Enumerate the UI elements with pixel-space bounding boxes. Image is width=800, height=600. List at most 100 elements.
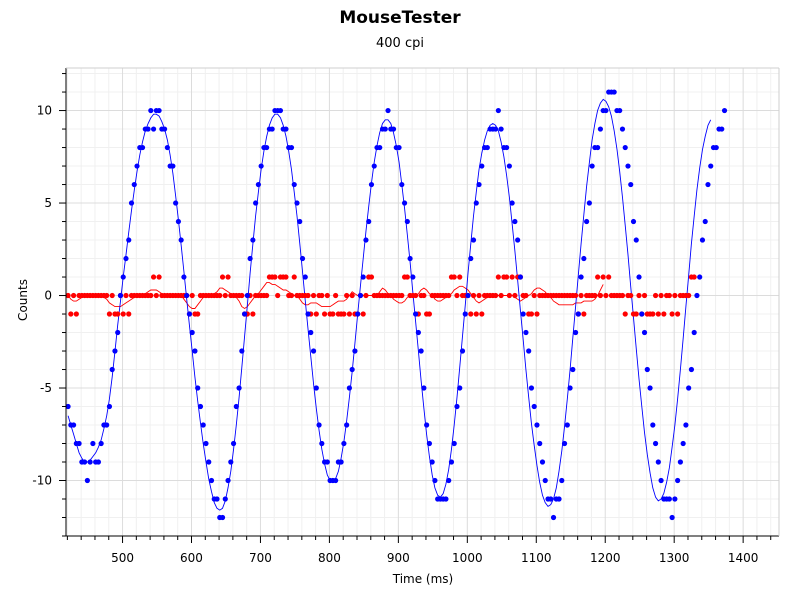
y-counts-point	[225, 274, 231, 280]
y-counts-point	[636, 292, 642, 299]
y-counts-point	[578, 292, 584, 299]
x-counts-point	[473, 200, 479, 206]
y-counts-point	[217, 292, 223, 299]
y-tick-label: 0	[44, 289, 52, 303]
x-counts-point	[189, 329, 195, 336]
x-counts-point	[415, 329, 421, 336]
x-counts-point	[633, 237, 639, 243]
x-counts-point	[76, 440, 82, 447]
x-counts-point	[291, 181, 297, 188]
x-counts-point	[173, 200, 179, 206]
x-counts-point	[647, 385, 653, 391]
x-counts-point	[200, 422, 206, 428]
x-counts-point	[523, 329, 529, 336]
x-counts-point	[104, 422, 110, 428]
x-counts-point	[498, 126, 504, 132]
x-counts-point	[324, 459, 330, 465]
x-counts-point	[244, 292, 250, 299]
x-counts-point	[702, 218, 708, 225]
x-counts-point	[446, 477, 452, 484]
x-counts-point	[288, 144, 295, 151]
x-counts-point	[178, 237, 184, 243]
x-counts-point	[677, 459, 683, 465]
y-counts-point	[534, 311, 540, 317]
y-counts-point	[283, 274, 289, 280]
x-counts-point	[413, 311, 419, 317]
x-counts-point	[650, 422, 656, 428]
x-counts-point	[556, 496, 562, 502]
x-counts-point	[688, 366, 695, 373]
x-counts-point	[377, 144, 383, 151]
x-counts-point	[98, 440, 104, 447]
x-counts-point	[181, 274, 187, 280]
y-counts-point	[319, 292, 325, 299]
x-counts-point	[208, 477, 215, 484]
y-counts-point	[360, 311, 366, 317]
x-counts-point	[407, 255, 413, 262]
x-counts-point	[247, 255, 253, 262]
x-counts-point	[70, 422, 77, 428]
y-counts-point	[492, 292, 499, 299]
x-counts-point	[82, 459, 88, 465]
x-counts-point	[399, 181, 405, 188]
y-counts-point	[595, 274, 601, 280]
series-points	[65, 89, 728, 521]
x-counts-point	[308, 329, 314, 336]
y-counts-point	[633, 311, 639, 317]
x-counts-point	[597, 126, 604, 132]
x-counts-point	[675, 477, 681, 484]
y-counts-point	[305, 292, 311, 299]
y-counts-point	[691, 274, 697, 280]
y-counts-point	[641, 292, 648, 299]
x-counts-point	[255, 181, 261, 188]
x-tick-label: 1200	[590, 551, 621, 565]
x-counts-point	[396, 144, 402, 151]
x-counts-point	[531, 403, 537, 410]
tick-labels: 500 600 700 800 900 1000 1100 1200 1300 1400 10 5 0 -…	[32, 104, 758, 565]
x-counts-point	[567, 385, 573, 391]
x-tick-label: 1100	[521, 551, 552, 565]
x-counts-point	[454, 403, 460, 410]
x-counts-point	[371, 163, 377, 169]
y-tick-label: 5	[44, 196, 52, 210]
x-axis-label: Time (ms)	[392, 572, 454, 586]
x-counts-point	[459, 348, 466, 354]
x-counts-point	[468, 255, 474, 262]
y-counts-point	[672, 292, 678, 299]
x-counts-point	[504, 144, 510, 151]
x-counts-point	[214, 496, 220, 502]
y-counts-point	[597, 292, 604, 299]
x-counts-point	[269, 126, 275, 132]
x-counts-point	[465, 292, 471, 299]
x-counts-point	[346, 385, 353, 391]
x-counts-point	[622, 144, 628, 151]
x-counts-point	[578, 274, 584, 280]
y-counts-point	[341, 311, 347, 317]
x-counts-point	[534, 422, 540, 428]
x-counts-point	[515, 237, 521, 243]
x-counts-point	[233, 403, 239, 410]
y-counts-point	[106, 311, 113, 317]
y-counts-point	[457, 274, 463, 280]
x-counts-point	[357, 292, 364, 299]
x-counts-point	[666, 496, 672, 502]
x-counts-point	[65, 403, 71, 410]
x-tick-label: 1300	[659, 551, 690, 565]
x-counts-point	[628, 181, 634, 188]
x-counts-point	[697, 274, 703, 280]
x-counts-point	[128, 200, 135, 206]
y-counts-point	[628, 292, 634, 299]
x-counts-line	[67, 98, 712, 511]
x-counts-point	[680, 440, 686, 447]
y-counts-point	[73, 311, 79, 317]
x-counts-point	[410, 274, 416, 280]
y-counts-point	[104, 292, 110, 299]
x-counts-point	[686, 385, 692, 391]
x-counts-point	[539, 459, 546, 465]
x-counts-point	[134, 163, 140, 169]
y-counts-point	[572, 292, 579, 299]
x-counts-point	[352, 348, 358, 354]
x-counts-point	[719, 126, 725, 132]
x-counts-point	[426, 440, 432, 447]
x-counts-point	[705, 181, 711, 188]
